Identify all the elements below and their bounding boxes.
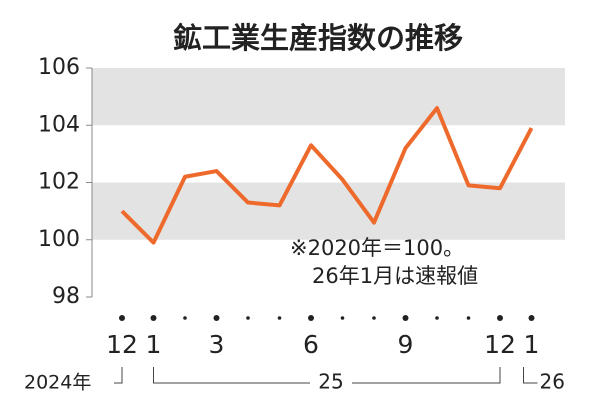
x-tick-label: 9 — [398, 330, 414, 359]
x-tick-label: 6 — [303, 330, 319, 359]
annotation: 26年1月は速報値 — [312, 264, 478, 288]
y-tick-label: 104 — [38, 112, 80, 137]
month-dot — [308, 315, 314, 321]
y-tick-label: 98 — [52, 284, 80, 309]
year-label: 26 — [540, 370, 565, 394]
month-dot — [372, 316, 376, 320]
month-dot — [466, 316, 471, 320]
month-dot — [402, 315, 409, 321]
data-line — [120, 106, 534, 245]
x-tick-label: 3 — [209, 330, 225, 359]
year-bracket — [153, 367, 501, 384]
month-dot — [528, 315, 535, 321]
y-tick-label: 100 — [38, 227, 80, 252]
year-label: 25 — [318, 370, 343, 394]
chart-title: 鉱工業生産指数の推移 — [173, 21, 463, 55]
grid-band — [92, 68, 565, 126]
month-dot — [435, 316, 439, 320]
month-dot — [119, 315, 125, 321]
month-dot — [277, 316, 282, 320]
x-tick-label: 12 — [106, 330, 138, 359]
month-dot — [213, 315, 220, 321]
year-bracket — [114, 367, 123, 384]
annotation: ※2020年＝100。 — [290, 236, 464, 260]
year-label: 2024年 — [24, 372, 91, 394]
x-tick-label: 1 — [524, 330, 540, 359]
month-dot — [246, 316, 250, 320]
month-dot — [183, 316, 187, 320]
grid-band — [92, 182, 565, 240]
month-dot — [150, 315, 157, 321]
x-tick-label: 1 — [146, 330, 162, 359]
month-dot — [497, 315, 503, 321]
y-tick-label: 102 — [38, 170, 80, 195]
y-tick-label: 106 — [38, 55, 80, 80]
x-tick-label: 12 — [484, 330, 516, 359]
month-dot — [340, 316, 345, 320]
year-bracket — [523, 367, 538, 384]
